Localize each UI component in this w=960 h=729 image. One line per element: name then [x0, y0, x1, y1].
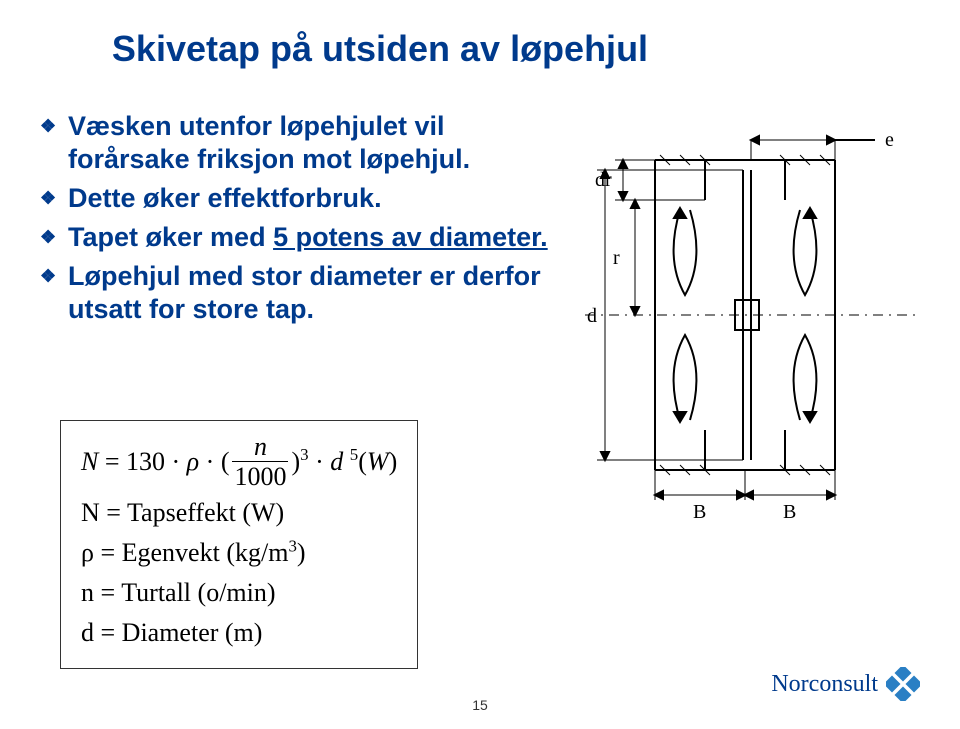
bullet-icon: ❖	[40, 110, 68, 142]
footer-logo: Norconsult	[771, 667, 920, 701]
bullet-icon: ❖	[40, 221, 68, 253]
formula-line: n = Turtall (o/min)	[81, 573, 397, 613]
formula-line: d = Diameter (m)	[81, 613, 397, 653]
label-b1: B	[693, 501, 706, 523]
bullet-text: Dette øker effektforbruk.	[68, 182, 560, 215]
bullet-icon: ❖	[40, 182, 68, 214]
bullet-text: Væsken utenfor løpehjulet vil forårsake …	[68, 110, 560, 176]
label-r: r	[613, 247, 620, 269]
diagram-svg: e dr r d	[585, 100, 925, 550]
bullets-list: ❖ Væsken utenfor løpehjulet vil forårsak…	[40, 110, 560, 332]
label-b2: B	[783, 501, 796, 523]
logo-icon	[886, 667, 920, 701]
bullet-item: ❖ Løpehjul med stor diameter er derfor u…	[40, 260, 560, 326]
formula-line: ρ = Egenvekt (kg/m3)	[81, 533, 397, 573]
footer-logo-text: Norconsult	[771, 671, 878, 698]
impeller-diagram: e dr r d	[585, 100, 925, 550]
slide-title: Skivetap på utsiden av løpehjul	[0, 28, 760, 70]
bullet-item: ❖ Væsken utenfor løpehjulet vil forårsak…	[40, 110, 560, 176]
label-d: d	[587, 305, 597, 327]
label-e: e	[885, 129, 894, 151]
formula-box: N = 130 · ρ · (n1000)3 · d 5(W) N = Taps…	[60, 420, 418, 669]
bullet-item: ❖ Tapet øker med 5 potens av diameter.	[40, 221, 560, 254]
bullet-text: Tapet øker med 5 potens av diameter.	[68, 221, 560, 254]
formula-line: N = Tapseffekt (W)	[81, 493, 397, 533]
bullet-item: ❖ Dette øker effektforbruk.	[40, 182, 560, 215]
formula-line: N = 130 · ρ · (n1000)3 · d 5(W)	[81, 435, 397, 493]
slide: Skivetap på utsiden av løpehjul ❖ Væsken…	[0, 0, 960, 729]
bullet-text: Løpehjul med stor diameter er derfor uts…	[68, 260, 560, 326]
bullet-icon: ❖	[40, 260, 68, 292]
